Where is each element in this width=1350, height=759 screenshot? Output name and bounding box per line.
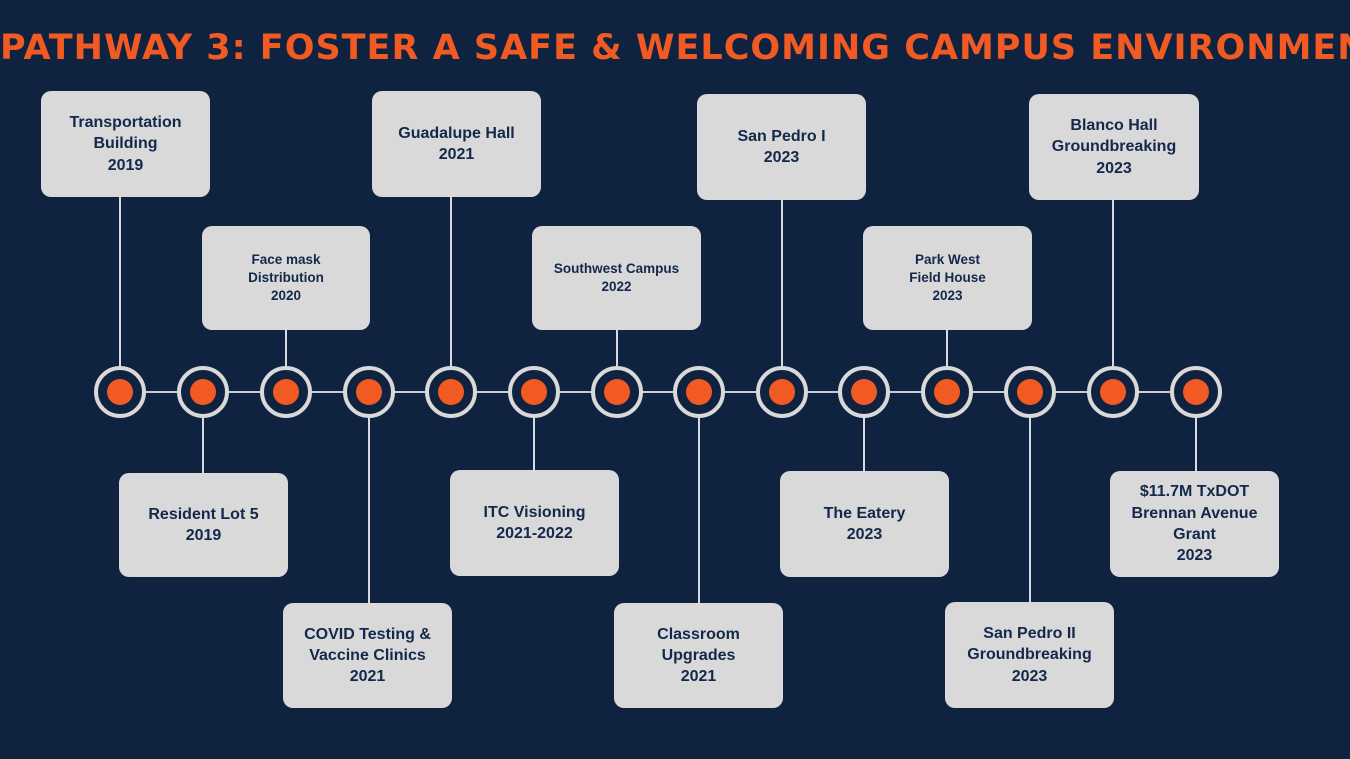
event-box-face-mask-distribution: Face mask Distribution 2020 <box>202 226 370 330</box>
event-line: Building <box>93 135 158 153</box>
node-dot <box>934 379 960 405</box>
timeline-axis <box>120 391 1196 393</box>
timeline-node-txdot-grant <box>1170 366 1222 418</box>
event-line: San Pedro I <box>737 127 826 145</box>
timeline-node-park-west-field-house <box>921 366 973 418</box>
timeline-node-face-mask-distribution <box>260 366 312 418</box>
event-line: Vaccine Clinics <box>309 646 426 664</box>
connector-san-pedro-ii <box>1029 392 1031 602</box>
event-box-san-pedro-ii: San Pedro II Groundbreaking 2023 <box>945 602 1114 708</box>
connector-resident-lot-5 <box>202 392 204 473</box>
node-dot <box>1017 379 1043 405</box>
node-dot <box>604 379 630 405</box>
event-line: Field House <box>909 270 986 286</box>
event-box-covid-testing: COVID Testing & Vaccine Clinics 2021 <box>283 603 452 708</box>
node-dot <box>356 379 382 405</box>
timeline-node-transportation-building <box>94 366 146 418</box>
node-dot <box>1183 379 1209 405</box>
connector-covid-testing <box>368 392 370 603</box>
event-line: Grant <box>1173 526 1216 543</box>
event-line: Park West <box>914 252 981 268</box>
node-dot <box>521 379 547 405</box>
node-dot <box>686 379 712 405</box>
connector-the-eatery <box>863 392 865 471</box>
node-dot <box>273 379 299 405</box>
timeline-node-san-pedro-i <box>756 366 808 418</box>
event-box-txdot-grant: $11.7M TxDOT Brennan Avenue Grant 2023 <box>1110 471 1279 577</box>
timeline-node-classroom-upgrades <box>673 366 725 418</box>
event-box-park-west-field-house: Park West Field House 2023 <box>863 226 1032 330</box>
connector-transportation-building <box>119 197 121 392</box>
event-line: COVID Testing & <box>304 625 431 643</box>
event-line: Distribution <box>248 270 324 286</box>
connector-guadalupe-hall <box>450 197 452 392</box>
timeline-node-blanco-hall <box>1087 366 1139 418</box>
event-line: Classroom <box>657 625 740 643</box>
node-dot <box>851 379 877 405</box>
event-line: Guadalupe Hall <box>398 124 515 142</box>
connector-blanco-hall <box>1112 200 1114 392</box>
event-line: ITC Visioning <box>483 503 586 521</box>
timeline-node-guadalupe-hall <box>425 366 477 418</box>
event-line: 2021 <box>349 668 386 686</box>
event-box-itc-visioning: ITC Visioning 2021-2022 <box>450 470 619 576</box>
event-line: Resident Lot 5 <box>148 505 259 523</box>
event-line: 2022 <box>601 279 632 294</box>
event-line: 2023 <box>1096 159 1132 177</box>
node-dot <box>438 379 464 405</box>
connector-san-pedro-i <box>781 200 783 392</box>
event-line: 2020 <box>270 287 302 303</box>
timeline-node-itc-visioning <box>508 366 560 418</box>
event-line: Brennan Avenue <box>1131 504 1258 522</box>
event-box-resident-lot-5: Resident Lot 5 2019 <box>119 473 288 577</box>
event-line: 2021-2022 <box>496 525 573 542</box>
event-line: Groundbreaking <box>1051 138 1177 156</box>
event-box-san-pedro-i: San Pedro I 2023 <box>697 94 866 200</box>
event-box-transportation-building: Transportation Building 2019 <box>41 91 210 197</box>
event-line: 2023 <box>763 149 800 166</box>
connector-face-mask-distribution <box>285 330 287 392</box>
event-line: 2021 <box>438 146 475 163</box>
connector-southwest-campus <box>616 330 618 392</box>
node-dot <box>190 379 216 405</box>
event-line: $11.7M TxDOT <box>1139 483 1250 501</box>
event-box-blanco-hall: Blanco Hall Groundbreaking 2023 <box>1029 94 1199 200</box>
connector-classroom-upgrades <box>698 392 700 603</box>
node-dot <box>769 379 795 405</box>
event-line: Upgrades <box>661 646 736 664</box>
event-line: Southwest Campus <box>553 261 680 277</box>
timeline-node-the-eatery <box>838 366 890 418</box>
event-line: 2023 <box>846 526 883 543</box>
event-line: Groundbreaking <box>967 646 1092 664</box>
node-dot <box>1100 379 1126 405</box>
event-line: San Pedro II <box>983 625 1076 643</box>
event-box-southwest-campus: Southwest Campus 2022 <box>532 226 701 330</box>
event-box-the-eatery: The Eatery 2023 <box>780 471 949 577</box>
timeline-node-resident-lot-5 <box>177 366 229 418</box>
connector-itc-visioning <box>533 392 535 470</box>
timeline-node-southwest-campus <box>591 366 643 418</box>
event-line: 2019 <box>185 527 222 544</box>
event-box-classroom-upgrades: Classroom Upgrades 2021 <box>614 603 783 708</box>
event-line: 2023 <box>1011 667 1048 685</box>
event-line: Transportation <box>69 114 182 132</box>
event-line: 2023 <box>932 287 963 303</box>
timeline-node-san-pedro-ii <box>1004 366 1056 418</box>
event-line: The Eatery <box>823 504 906 522</box>
event-line: Face mask <box>251 252 321 268</box>
event-line: 2019 <box>107 156 144 174</box>
page-title: PATHWAY 3: FOSTER A SAFE & WELCOMING CAM… <box>0 28 1350 68</box>
event-box-guadalupe-hall: Guadalupe Hall 2021 <box>372 91 541 197</box>
event-line: 2023 <box>1176 547 1213 565</box>
event-line: 2021 <box>680 668 717 686</box>
connector-park-west-field-house <box>946 330 948 392</box>
timeline-node-covid-testing <box>343 366 395 418</box>
node-dot <box>107 379 133 405</box>
event-line: Blanco Hall <box>1070 117 1158 135</box>
connector-txdot-grant <box>1195 392 1197 471</box>
